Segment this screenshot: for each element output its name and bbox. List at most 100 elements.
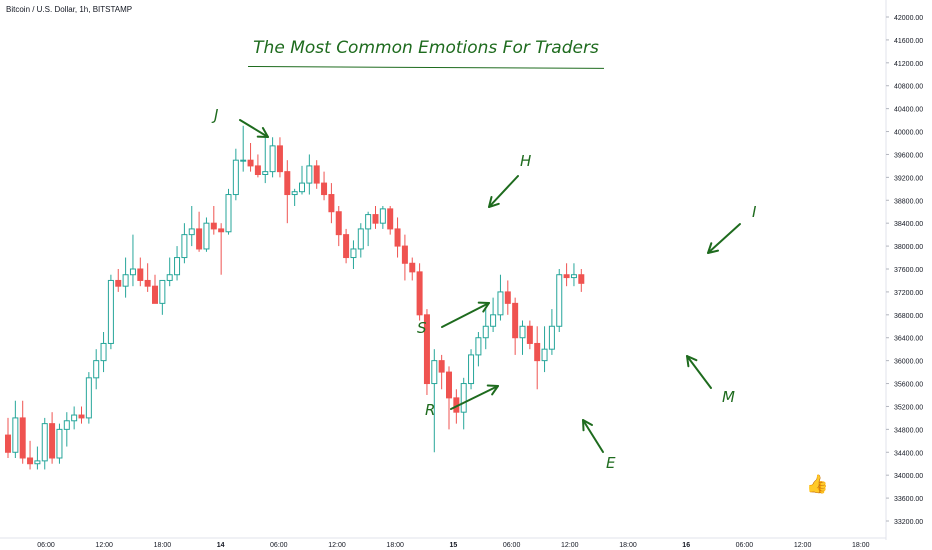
candle-body [291, 191, 298, 196]
candle [254, 154, 261, 178]
candle [431, 349, 438, 453]
y-tick-label: 41200.00 [894, 61, 923, 68]
candle-body [431, 360, 438, 385]
y-tick-label: 33200.00 [894, 519, 923, 526]
annotation-arrow-shaft [707, 223, 741, 254]
candle-body [100, 342, 107, 362]
candle [232, 148, 239, 201]
candle-body [468, 354, 475, 385]
candle [240, 125, 247, 172]
candle-body [416, 271, 423, 316]
candle [548, 309, 555, 355]
y-tick-label: 34400.00 [894, 450, 923, 457]
candle [115, 269, 122, 292]
candle [556, 269, 563, 332]
candle-body [357, 228, 364, 250]
candle [401, 234, 408, 281]
thumbs-up-icon[interactable]: 👍 [806, 474, 829, 494]
candle-body [372, 214, 379, 224]
y-tick-label: 38000.00 [894, 244, 923, 251]
candle [12, 400, 19, 458]
y-tick-label: 40000.00 [894, 130, 923, 137]
annotation-label: S [417, 319, 427, 337]
chart-title: The Most Common Emotions For Traders [253, 38, 599, 58]
candle [416, 263, 423, 321]
candle-body [512, 302, 519, 339]
x-tick-label: 12:00 [95, 542, 113, 549]
annotation-arrow-head [582, 419, 594, 432]
annotation-j: J [211, 106, 269, 138]
annotation-arrow-shaft [686, 355, 712, 389]
candle-body [115, 279, 122, 287]
candle [19, 400, 26, 464]
x-tick-label: 06:00 [37, 542, 55, 549]
annotation-e: E [582, 419, 616, 472]
candle-body [225, 194, 232, 233]
candle-body [232, 159, 239, 196]
candle [394, 217, 401, 258]
candle [578, 269, 585, 292]
candle [218, 223, 225, 275]
y-tick-label: 38400.00 [894, 221, 923, 228]
candle-body [166, 274, 173, 281]
candle [276, 137, 283, 178]
candle [534, 326, 541, 390]
candle [313, 160, 320, 189]
candle-body [490, 314, 497, 327]
candle-body [19, 417, 26, 459]
candle-body [556, 274, 563, 327]
candle [438, 354, 445, 390]
candle-body [63, 420, 70, 430]
candle [100, 332, 107, 373]
candle-body [526, 325, 533, 344]
candle-body [313, 165, 320, 184]
y-tick-label: 34800.00 [894, 427, 923, 434]
candle-body [548, 325, 555, 350]
annotation-i: I [707, 203, 757, 254]
candle [210, 206, 217, 235]
annotation-label: J [211, 106, 218, 124]
candle [387, 206, 394, 235]
candle [41, 417, 48, 470]
candle-body [254, 165, 261, 175]
candle [56, 423, 63, 464]
candle [306, 154, 313, 195]
candle [5, 417, 11, 458]
candle-body [519, 325, 526, 339]
x-tick-label: 18:00 [852, 542, 870, 549]
x-tick-label: 06:00 [270, 542, 288, 549]
candle-body [152, 285, 158, 304]
y-tick-label: 41600.00 [894, 38, 923, 45]
candle [291, 188, 298, 206]
candle [490, 297, 497, 332]
candle [284, 160, 291, 224]
candle [497, 274, 504, 321]
annotation-r: R [425, 384, 499, 419]
candle-body [159, 279, 166, 304]
x-tick-label: 16 [682, 542, 690, 549]
candle-body [409, 262, 416, 273]
y-tick-label: 37200.00 [894, 290, 923, 297]
candle-body [328, 194, 335, 213]
candle-body [335, 211, 342, 236]
candle-body [210, 222, 217, 230]
candle [93, 349, 100, 390]
x-tick-label: 12:00 [328, 542, 346, 549]
candle-body [570, 274, 577, 279]
candle [570, 263, 577, 287]
candle-body [174, 257, 181, 276]
candle-body [321, 182, 328, 196]
candle-body [394, 228, 401, 247]
annotation-arrow-shaft [488, 175, 519, 208]
annotation-arrow-shaft [582, 419, 604, 453]
candle [129, 234, 136, 287]
candle-body [387, 208, 394, 230]
candle-body [56, 428, 63, 459]
candle [78, 406, 85, 424]
candle [350, 240, 357, 269]
candle [152, 274, 158, 304]
candle-body [137, 268, 144, 281]
annotation-label: M [722, 388, 735, 406]
candle [122, 257, 129, 298]
